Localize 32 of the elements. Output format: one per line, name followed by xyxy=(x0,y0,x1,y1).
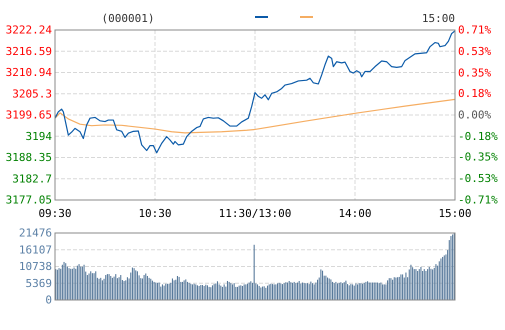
y2-tick-label: 0.00% xyxy=(458,108,492,122)
y2-tick-label: -0.35% xyxy=(458,150,498,164)
x-tick-label: 10:30 xyxy=(138,206,172,220)
y-tick-label: 3199.65 xyxy=(6,108,52,122)
y2-tick-label: -0.53% xyxy=(458,172,498,185)
y-tick-label: 3188.35 xyxy=(6,151,52,164)
text: 15:00 xyxy=(422,12,455,25)
chart-title: (000001) xyxy=(102,12,154,25)
y-tick-label: 3216.59 xyxy=(6,44,52,58)
y2-tick-label: 0.53% xyxy=(458,45,492,58)
x-tick-label: 11:30/13:00 xyxy=(218,206,292,220)
y2-tick-label: 0.18% xyxy=(458,86,492,100)
y-tick-label: 3177.05 xyxy=(6,194,52,207)
y2-tick-label: -0.18% xyxy=(458,130,498,144)
y2-tick-label: 0.71% xyxy=(458,24,492,37)
y-tick-label: 10738 xyxy=(18,260,52,274)
y-tick-label: 5369 xyxy=(26,276,52,290)
y2-tick-label: 0.35% xyxy=(458,66,492,80)
y-tick-label: 21476 xyxy=(18,226,52,240)
x-tick-label: 14:00 xyxy=(338,206,372,220)
y-tick-label: 3210.94 xyxy=(6,66,52,80)
y-tick-label: 16107 xyxy=(18,243,52,256)
y-tick-label: 3205.3 xyxy=(12,87,52,100)
line-series xyxy=(54,30,456,154)
y-tick-label: 3194 xyxy=(26,130,52,143)
line-series xyxy=(54,98,456,134)
y-tick-label: 3222.24 xyxy=(6,24,52,37)
x-tick-label: 09:30 xyxy=(38,206,72,220)
y2-tick-label: -0.71% xyxy=(458,194,498,207)
x-tick-label: 15:00 xyxy=(438,206,472,220)
y-tick-label: 0 xyxy=(45,294,52,307)
y-tick-label: 3182.7 xyxy=(12,172,52,186)
